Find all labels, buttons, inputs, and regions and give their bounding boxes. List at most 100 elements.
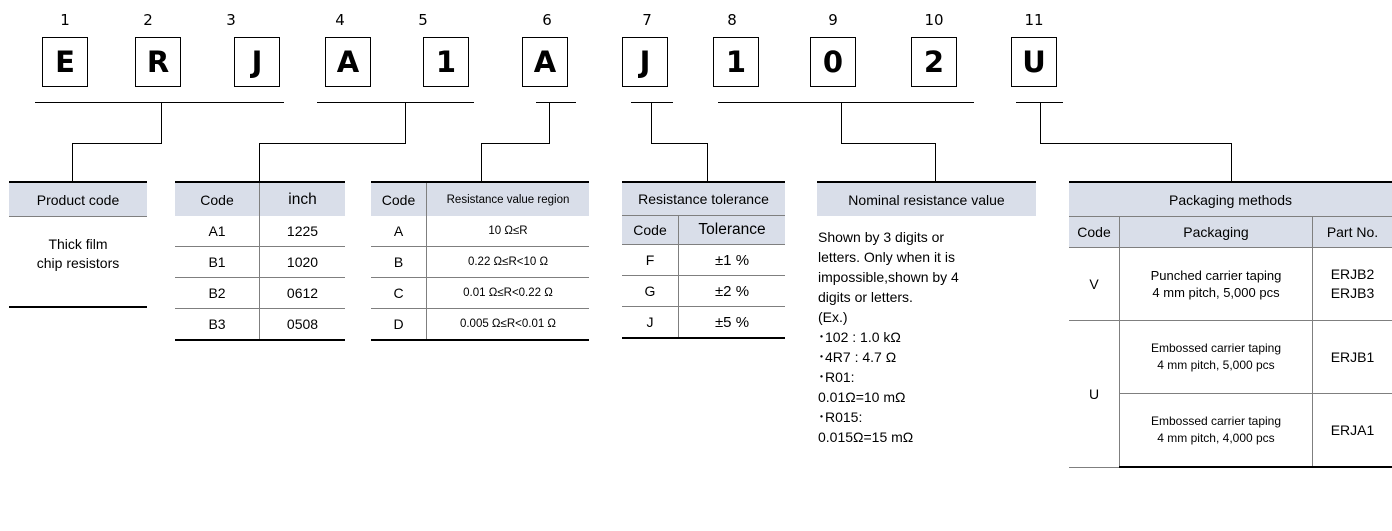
- position-number: 11: [1024, 11, 1044, 29]
- packaging-method-line: Punched carrier taping: [1150, 268, 1282, 283]
- packaging-code: U: [1069, 320, 1120, 468]
- part-char-box: 0: [810, 37, 856, 87]
- size-code: A1: [175, 216, 260, 247]
- region-range: 0.22 Ω≤R<10 Ω: [426, 246, 589, 278]
- packaging-method: Punched carrier taping 4 mm pitch, 5,000…: [1119, 247, 1313, 321]
- position-number: 5: [418, 11, 428, 29]
- size-inch: 1225: [259, 216, 345, 247]
- packaging-part-line: ERJB3: [1330, 285, 1375, 301]
- tolerance-header-code: Code: [622, 215, 679, 245]
- region-range: 10 Ω≤R: [426, 216, 589, 247]
- region-code: D: [371, 308, 427, 341]
- size-inch: 1020: [259, 246, 345, 278]
- packaging-part-line: ERJB2: [1330, 266, 1375, 282]
- resistance-region-table: Code Resistance value region A 10 Ω≤R B 0.…: [371, 181, 589, 341]
- region-header-range: Resistance value region: [426, 181, 589, 216]
- packaging-method-line: 4 mm pitch, 4,000 pcs: [1157, 431, 1275, 445]
- nominal-description: Shown by 3 digits or letters. Only when …: [818, 227, 1038, 447]
- tolerance-value: ±5 %: [678, 306, 785, 339]
- size-code: B3: [175, 308, 260, 341]
- nominal-line: letters. Only when it is: [818, 249, 955, 265]
- position-number: 4: [335, 11, 345, 29]
- size-code: B1: [175, 246, 260, 278]
- product-code-table: Product code Thick film chip resistors: [9, 181, 147, 308]
- size-table: Code inch A1 1225 B1 1020 B2 0612 B3 0508: [175, 181, 345, 341]
- packaging-part: ERJA1: [1312, 393, 1392, 468]
- nominal-header: Nominal resistance value: [817, 181, 1036, 216]
- region-code: A: [371, 216, 427, 247]
- product-code-line: chip resistors: [36, 255, 120, 271]
- part-char-box: R: [135, 37, 181, 87]
- position-number: 7: [642, 11, 652, 29]
- position-number: 8: [727, 11, 737, 29]
- nominal-line: 0.01Ω=10 mΩ: [818, 389, 906, 405]
- packaging-method-line: 4 mm pitch, 5,000 pcs: [1157, 358, 1275, 372]
- nominal-line: ･R015:: [818, 409, 863, 425]
- nominal-line: (Ex.): [818, 309, 848, 325]
- packaging-method-line: 4 mm pitch, 5,000 pcs: [1152, 285, 1280, 300]
- nominal-table: Nominal resistance value: [817, 181, 1036, 216]
- leader-size: [259, 102, 406, 181]
- packaging-method-line: Embossed carrier taping: [1150, 341, 1282, 355]
- region-code: B: [371, 246, 427, 278]
- packaging-method: Embossed carrier taping 4 mm pitch, 5,00…: [1119, 320, 1313, 394]
- region-header-code: Code: [371, 181, 427, 216]
- part-char-box: 1: [713, 37, 759, 87]
- tolerance-title: Resistance tolerance: [622, 181, 785, 216]
- part-char-box: 1: [423, 37, 469, 87]
- packaging-method: Embossed carrier taping 4 mm pitch, 4,00…: [1119, 393, 1313, 468]
- size-inch: 0508: [259, 308, 345, 341]
- nominal-line: ･R01:: [818, 369, 855, 385]
- part-char-box: E: [42, 37, 88, 87]
- leader-region: [481, 102, 550, 181]
- part-char-box: U: [1011, 37, 1057, 87]
- tolerance-code: G: [622, 275, 679, 307]
- packaging-table: Packaging methods Code Packaging Part No…: [1069, 181, 1392, 468]
- region-code: C: [371, 277, 427, 309]
- region-range: 0.005 Ω≤R<0.01 Ω: [426, 308, 589, 341]
- tolerance-header-value: Tolerance: [678, 215, 785, 245]
- tolerance-code: J: [622, 306, 679, 339]
- packaging-header-method: Packaging: [1119, 216, 1313, 248]
- nominal-line: impossible,shown by 4: [818, 269, 959, 285]
- packaging-header-code: Code: [1069, 216, 1120, 248]
- position-number: 6: [542, 11, 552, 29]
- size-inch: 0612: [259, 277, 345, 309]
- packaging-header-part: Part No.: [1312, 216, 1392, 248]
- nominal-line: ･102 : 1.0 kΩ: [818, 329, 901, 345]
- part-char-box: 2: [911, 37, 957, 87]
- nominal-line: digits or letters.: [818, 289, 913, 305]
- packaging-code: V: [1069, 247, 1120, 321]
- part-char-box: A: [325, 37, 371, 87]
- nominal-line: 0.015Ω=15 mΩ: [818, 429, 914, 445]
- leader-packaging: [1040, 102, 1232, 181]
- size-code: B2: [175, 277, 260, 309]
- packaging-method-line: Embossed carrier taping: [1150, 414, 1282, 428]
- packaging-part: ERJB2 ERJB3: [1312, 247, 1392, 321]
- position-number: 1: [60, 11, 70, 29]
- nominal-line: ･4R7 : 4.7 Ω: [818, 349, 897, 365]
- tolerance-value: ±1 %: [678, 244, 785, 276]
- product-code-value: Thick film chip resistors: [9, 216, 147, 308]
- part-char-box: J: [234, 37, 280, 87]
- product-code-header: Product code: [9, 181, 147, 217]
- size-header-code: Code: [175, 181, 260, 216]
- packaging-title: Packaging methods: [1069, 181, 1392, 217]
- leader-product: [72, 102, 162, 181]
- leader-nominal: [841, 102, 936, 181]
- packaging-part: ERJB1: [1312, 320, 1392, 394]
- position-number: 3: [226, 11, 236, 29]
- tolerance-table: Resistance tolerance Code Tolerance F ±1 …: [622, 181, 785, 339]
- position-number: 10: [924, 11, 944, 29]
- leader-tolerance: [651, 102, 708, 181]
- product-code-line: Thick film: [48, 236, 108, 252]
- tolerance-value: ±2 %: [678, 275, 785, 307]
- nominal-line: Shown by 3 digits or: [818, 229, 945, 245]
- region-range: 0.01 Ω≤R<0.22 Ω: [426, 277, 589, 309]
- tolerance-code: F: [622, 244, 679, 276]
- part-char-box: A: [522, 37, 568, 87]
- position-number: 2: [143, 11, 153, 29]
- position-number: 9: [828, 11, 838, 29]
- size-header-inch: inch: [259, 181, 345, 216]
